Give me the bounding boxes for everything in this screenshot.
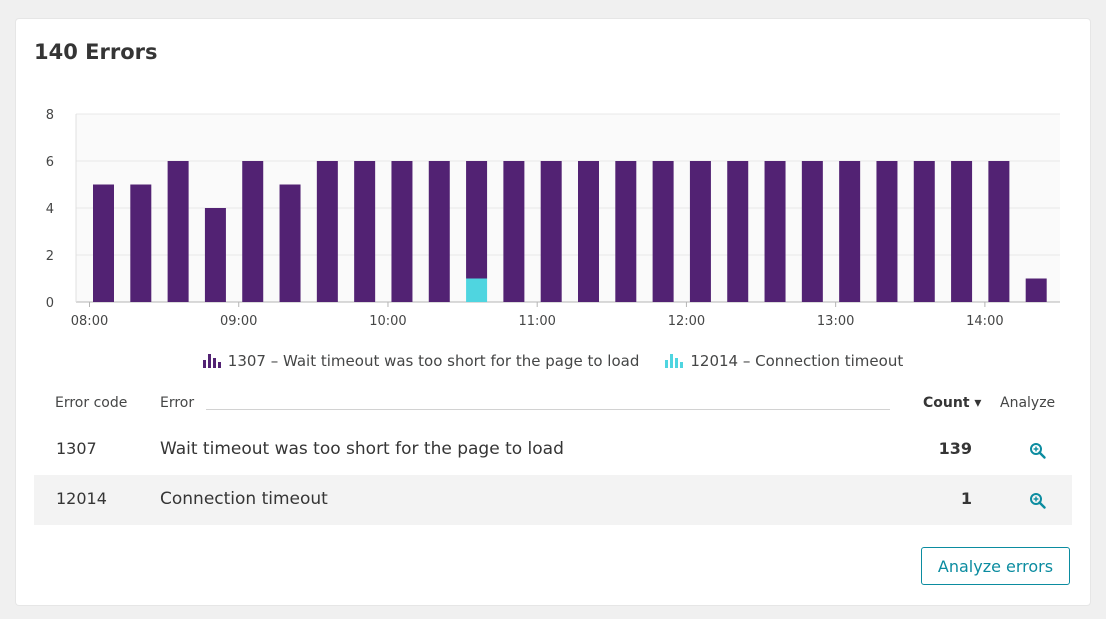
bar bbox=[727, 161, 749, 302]
column-header-analyze: Analyze bbox=[1000, 395, 1056, 411]
bar bbox=[428, 161, 450, 302]
table-row[interactable]: 1307 Wait timeout was too short for the … bbox=[34, 425, 1072, 475]
bar-chart-icon bbox=[665, 354, 684, 368]
bar bbox=[652, 161, 674, 302]
bar bbox=[279, 184, 301, 302]
column-header-error-code[interactable]: Error code bbox=[55, 395, 128, 411]
x-tick-label: 13:00 bbox=[817, 314, 854, 329]
legend-item-1307[interactable]: 1307 – Wait timeout was too short for th… bbox=[202, 352, 640, 370]
x-tick-label: 14:00 bbox=[966, 314, 1003, 329]
header-divider bbox=[206, 409, 890, 410]
y-tick-label: 8 bbox=[46, 108, 54, 123]
legend-label: 12014 – Connection timeout bbox=[690, 352, 904, 370]
analyze-errors-button[interactable]: Analyze errors bbox=[921, 547, 1070, 585]
y-tick-label: 6 bbox=[46, 155, 54, 170]
bar bbox=[764, 161, 786, 302]
bar bbox=[242, 161, 264, 302]
error-code: 1307 bbox=[56, 439, 97, 458]
bar bbox=[689, 161, 711, 302]
column-header-error[interactable]: Error bbox=[160, 395, 195, 411]
table-header: Error code Error Count ▾ Analyze bbox=[34, 389, 1072, 425]
x-tick-label: 10:00 bbox=[369, 314, 406, 329]
bar bbox=[540, 161, 562, 302]
column-header-count[interactable]: Count ▾ bbox=[923, 395, 982, 411]
magnifier-icon[interactable] bbox=[1029, 492, 1047, 510]
y-tick-label: 0 bbox=[46, 296, 54, 311]
chart-legend: 1307 – Wait timeout was too short for th… bbox=[16, 352, 1090, 370]
bar bbox=[167, 161, 189, 302]
error-count: 139 bbox=[938, 439, 972, 458]
bar bbox=[466, 161, 488, 279]
errors-chart: 0 2 4 6 8 08:00 09:00 10:00 11:00 12:00 13:00 14:00 bbox=[46, 108, 1060, 329]
table-row[interactable]: 12014 Connection timeout 1 bbox=[34, 475, 1072, 525]
x-tick-label: 11:00 bbox=[518, 314, 555, 329]
bar bbox=[391, 161, 413, 302]
bar bbox=[988, 161, 1010, 302]
bar bbox=[801, 161, 823, 302]
error-code: 12014 bbox=[56, 489, 107, 508]
bar bbox=[839, 161, 861, 302]
bar-chart-icon bbox=[202, 354, 221, 368]
bar bbox=[615, 161, 637, 302]
bar bbox=[1025, 278, 1047, 302]
bar bbox=[876, 161, 898, 302]
legend-label: 1307 – Wait timeout was too short for th… bbox=[227, 352, 640, 370]
y-tick-label: 2 bbox=[46, 249, 54, 264]
bar bbox=[466, 278, 488, 302]
errors-card: 140 Errors 0 2 4 6 8 08:00 09:00 10:00 11:00 12:0… bbox=[16, 19, 1090, 605]
y-tick-label: 4 bbox=[46, 202, 54, 217]
bar bbox=[316, 161, 338, 302]
x-tick-label: 08:00 bbox=[71, 314, 108, 329]
bar bbox=[578, 161, 599, 302]
errors-table: Error code Error Count ▾ Analyze 1307 Wa… bbox=[34, 389, 1072, 525]
legend-item-12014[interactable]: 12014 – Connection timeout bbox=[665, 352, 903, 370]
x-tick-label: 12:00 bbox=[668, 314, 705, 329]
x-tick-label: 09:00 bbox=[220, 314, 257, 329]
bar bbox=[130, 184, 152, 302]
bar bbox=[354, 161, 376, 302]
magnifier-icon[interactable] bbox=[1029, 442, 1047, 460]
error-count: 1 bbox=[960, 489, 972, 508]
bar bbox=[913, 161, 935, 302]
error-name: Wait timeout was too short for the page … bbox=[160, 439, 564, 459]
error-name: Connection timeout bbox=[160, 489, 328, 509]
bar bbox=[204, 208, 226, 302]
bar bbox=[951, 161, 973, 302]
bar bbox=[93, 184, 114, 302]
bar bbox=[503, 161, 525, 302]
card-title: 140 Errors bbox=[34, 40, 158, 64]
